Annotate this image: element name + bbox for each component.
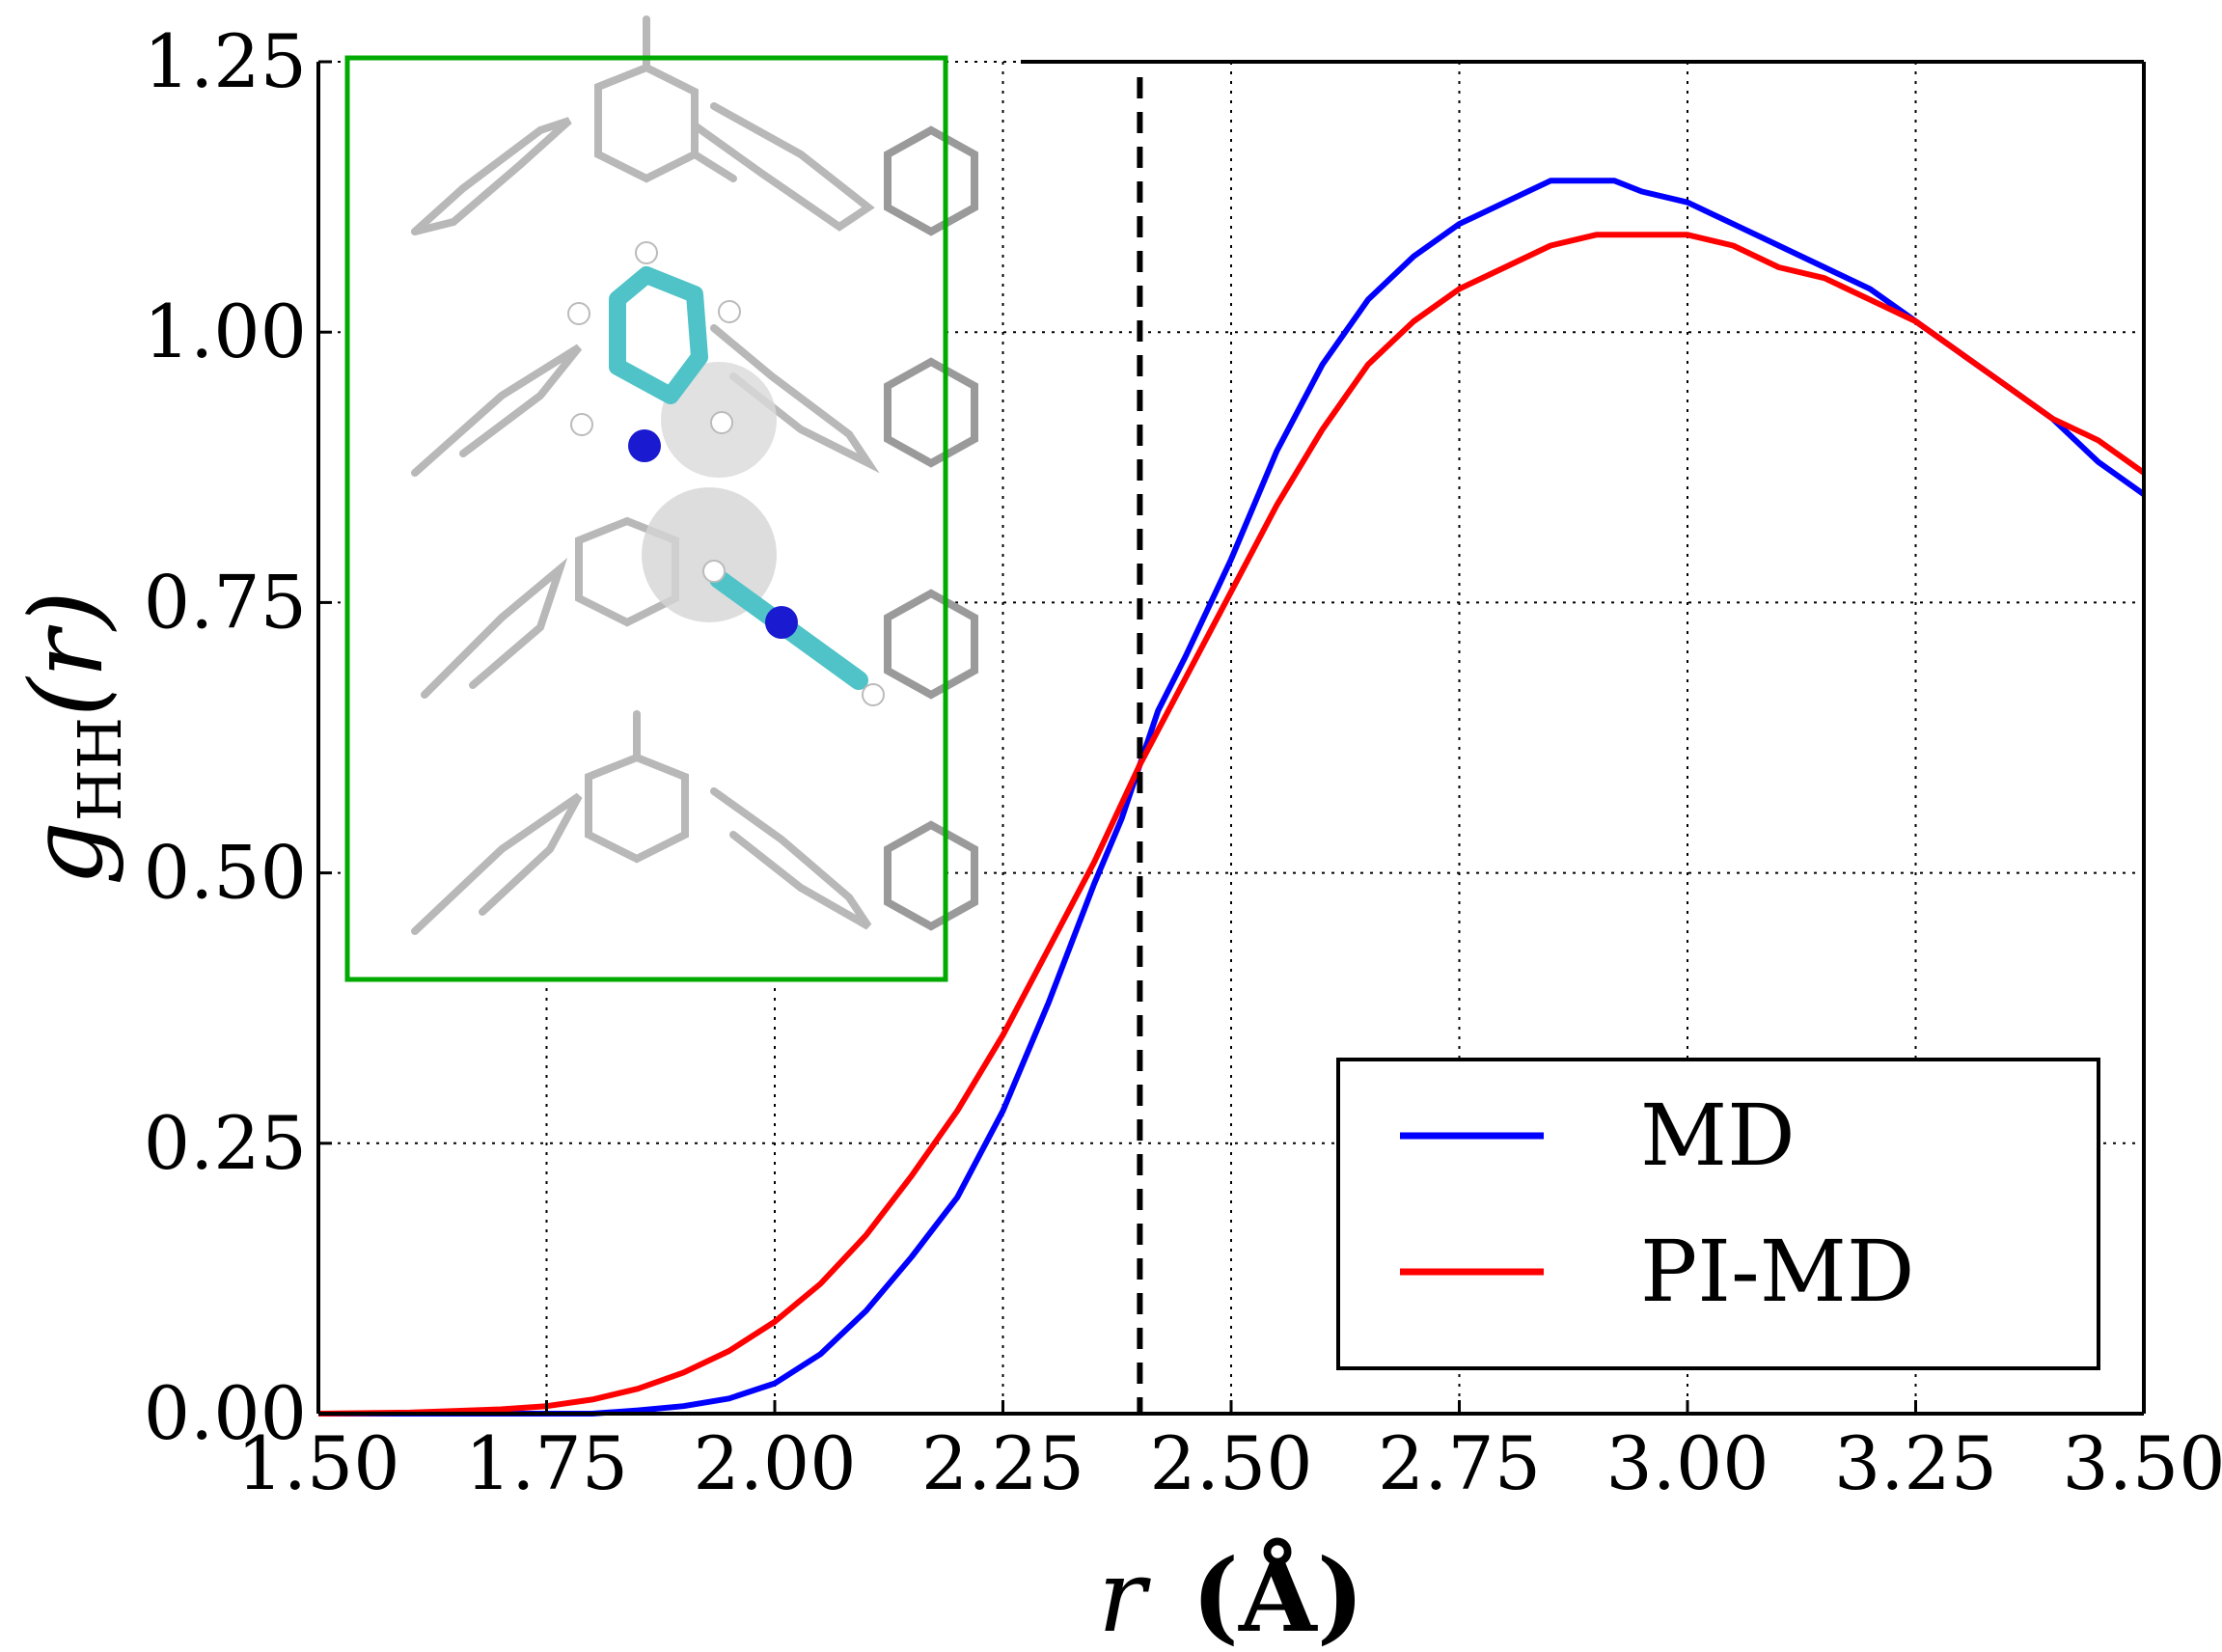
legend-label-0: MD [1640, 1086, 1796, 1185]
inset-frame [344, 55, 948, 982]
x-tick-label-5: 2.75 [1378, 1420, 1541, 1506]
series-layer [317, 178, 2146, 1417]
y-tick-label-5: 1.25 [144, 18, 307, 104]
x-tick-label-6: 3.00 [1605, 1420, 1769, 1506]
series-line-pi-md [317, 232, 2146, 1417]
x-tick-label-2: 2.00 [693, 1420, 856, 1506]
y-axis-ticks: 0.00 0.25 0.50 0.75 1.00 1.25 [144, 18, 332, 1456]
y-tick-label-1: 0.25 [144, 1100, 307, 1186]
legend-label-1: PI-MD [1640, 1222, 1914, 1321]
y-axis-label: gHH(r) [8, 591, 135, 886]
y-tick-label-4: 1.00 [144, 289, 307, 374]
x-axis-label: r (Å) [1098, 1536, 1364, 1652]
series-line-md [318, 178, 2146, 1417]
x-tick-label-8: 3.50 [2062, 1420, 2222, 1506]
legend: MD PI-MD [1336, 1058, 2100, 1370]
x-axis-ticks: 1.50 1.75 2.00 2.25 2.50 2.75 3.00 3.25 3.50 [236, 1400, 2222, 1506]
y-tick-label-3: 0.75 [144, 559, 307, 645]
x-tick-label-3: 2.25 [921, 1420, 1084, 1506]
x-tick-label-1: 1.75 [465, 1420, 628, 1506]
molecular-structure-image [347, 15, 978, 979]
y-tick-label-2: 0.50 [144, 830, 307, 916]
x-tick-label-4: 2.50 [1149, 1420, 1312, 1506]
x-tick-label-0: 1.50 [236, 1420, 399, 1506]
x-tick-label-7: 3.25 [1834, 1420, 1997, 1506]
y-tick-label-0: 0.00 [144, 1370, 307, 1456]
